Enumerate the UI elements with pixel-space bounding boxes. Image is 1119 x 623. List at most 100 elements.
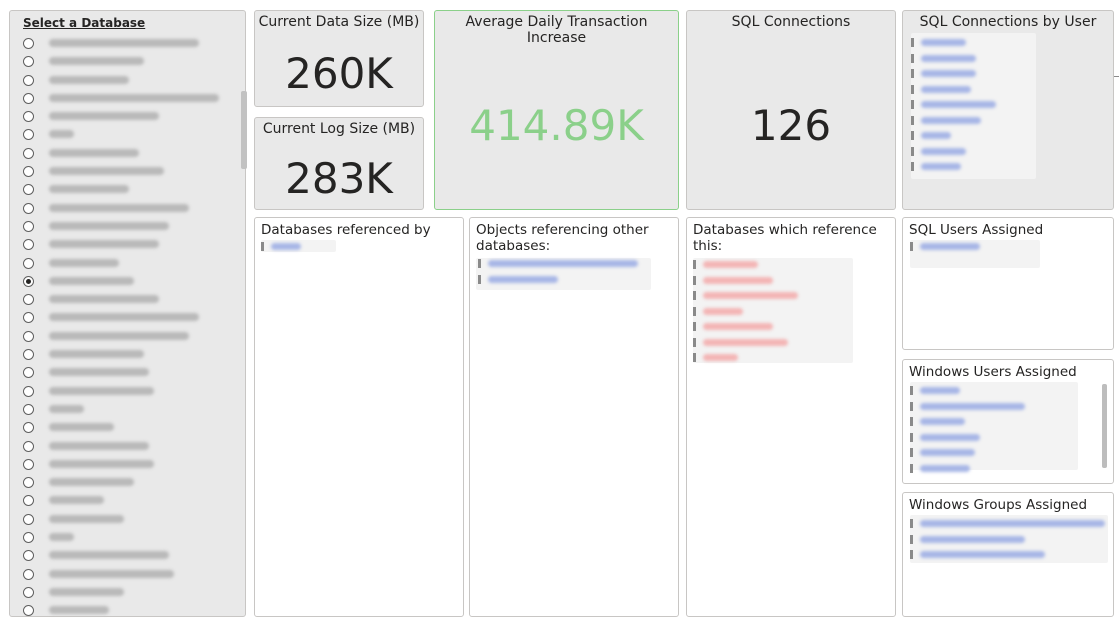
slicer-item[interactable]	[22, 529, 234, 547]
list-item	[261, 240, 451, 256]
slicer-item[interactable]	[22, 584, 234, 602]
slicer-item[interactable]	[22, 236, 234, 254]
radio-button[interactable]	[23, 129, 34, 141]
slicer-item[interactable]	[22, 163, 234, 181]
slicer-item[interactable]	[22, 346, 234, 364]
object-list	[478, 257, 668, 288]
windows-users-scrollbar[interactable]	[1102, 384, 1107, 468]
card-value: 283K	[285, 154, 393, 203]
slicer-item[interactable]	[22, 474, 234, 492]
slicer-item[interactable]	[22, 383, 234, 401]
redacted-text	[920, 387, 960, 394]
radio-button[interactable]	[23, 56, 34, 68]
radio-button[interactable]	[23, 422, 34, 434]
slicer-item[interactable]	[22, 291, 234, 309]
radio-button[interactable]	[23, 257, 34, 269]
bullet-bar	[911, 146, 914, 156]
slicer-item[interactable]	[22, 364, 234, 382]
radio-button[interactable]	[23, 38, 34, 49]
redacted-database-name	[49, 423, 114, 432]
radio-button[interactable]	[23, 458, 34, 470]
slicer-item[interactable]	[22, 438, 234, 456]
radio-button[interactable]	[23, 568, 34, 580]
slicer-item[interactable]	[22, 566, 234, 584]
redacted-database-name	[49, 533, 74, 542]
redacted-database-name	[49, 404, 84, 413]
slicer-item[interactable]	[22, 419, 234, 437]
redacted-database-name	[49, 350, 144, 359]
slicer-item[interactable]	[22, 456, 234, 474]
bullet-bar	[911, 100, 914, 109]
bullet-bar	[478, 274, 481, 284]
radio-button[interactable]	[23, 166, 34, 178]
slicer-item[interactable]	[22, 401, 234, 419]
radio-button[interactable]	[23, 513, 34, 525]
list-item	[910, 431, 1085, 447]
radio-button[interactable]	[23, 220, 34, 232]
slicer-item[interactable]	[22, 511, 234, 529]
radio-button[interactable]	[23, 239, 34, 251]
redacted-text	[921, 54, 976, 62]
panel-title: SQL Users Assigned	[909, 222, 1044, 238]
panel-databases-which-reference: Databases which reference this:	[686, 217, 896, 617]
redacted-database-name	[49, 258, 119, 267]
slicer-item[interactable]	[22, 53, 234, 71]
slicer-item[interactable]	[22, 309, 234, 327]
slicer-list	[22, 35, 234, 623]
radio-button[interactable]	[23, 202, 34, 214]
panel-sql-connections-by-user: SQL Connections by User	[902, 10, 1114, 210]
panel-title: Databases which reference this:	[693, 222, 877, 254]
list-item	[910, 415, 1085, 431]
radio-button[interactable]	[23, 550, 34, 562]
radio-button[interactable]	[23, 495, 34, 507]
radio-button[interactable]	[23, 605, 34, 617]
redacted-text	[921, 132, 951, 139]
radio-button[interactable]	[23, 275, 34, 287]
redacted-text	[921, 85, 971, 93]
slicer-item[interactable]	[22, 492, 234, 510]
radio-button[interactable]	[23, 92, 34, 104]
bullet-bar	[910, 242, 913, 251]
panel-objects-referencing: Objects referencing other databases:	[469, 217, 679, 617]
list-item	[911, 98, 1101, 114]
slicer-item[interactable]	[22, 72, 234, 90]
slicer-item[interactable]	[22, 328, 234, 346]
redacted-text	[920, 535, 1025, 543]
slicer-item[interactable]	[22, 35, 234, 53]
list-item	[911, 145, 1101, 161]
radio-button[interactable]	[23, 312, 34, 324]
slicer-item[interactable]	[22, 255, 234, 273]
referencing-database-list	[693, 258, 883, 367]
list-item	[911, 67, 1101, 83]
radio-button[interactable]	[23, 367, 34, 379]
slicer-item[interactable]	[22, 90, 234, 108]
slicer-item[interactable]	[22, 108, 234, 126]
radio-button[interactable]	[23, 349, 34, 361]
radio-button[interactable]	[23, 403, 34, 415]
slicer-item[interactable]	[22, 200, 234, 218]
radio-button[interactable]	[23, 111, 34, 123]
radio-button[interactable]	[23, 440, 34, 452]
radio-button[interactable]	[23, 477, 34, 489]
radio-button[interactable]	[23, 586, 34, 598]
radio-button[interactable]	[23, 294, 34, 306]
radio-button[interactable]	[23, 147, 34, 159]
radio-button[interactable]	[23, 385, 34, 397]
redacted-text	[920, 464, 970, 472]
slicer-item[interactable]	[22, 181, 234, 199]
slicer-item[interactable]	[22, 145, 234, 163]
radio-button[interactable]	[23, 74, 34, 86]
redacted-text	[271, 243, 301, 250]
redacted-text	[703, 307, 743, 315]
radio-button[interactable]	[23, 330, 34, 342]
slicer-item[interactable]	[22, 126, 234, 144]
slicer-item[interactable]	[22, 273, 234, 291]
slicer-scrollbar[interactable]	[241, 91, 247, 169]
windows-group-list	[910, 517, 1110, 564]
list-item	[910, 446, 1085, 462]
slicer-item[interactable]	[22, 602, 234, 620]
slicer-item[interactable]	[22, 547, 234, 565]
radio-button[interactable]	[23, 532, 34, 544]
radio-button[interactable]	[23, 184, 34, 196]
slicer-item[interactable]	[22, 218, 234, 236]
